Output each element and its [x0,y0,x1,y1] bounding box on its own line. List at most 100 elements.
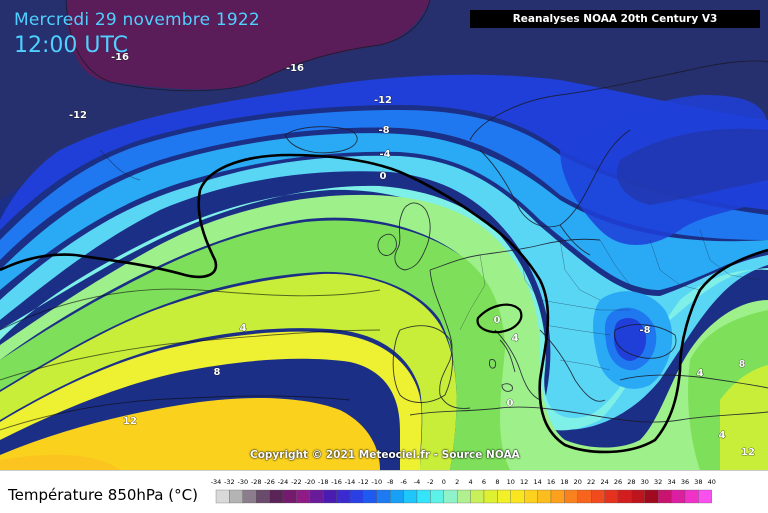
isotherm-labels: -16 -16 -12 -12 -8 -4 0 4 8 12 0 4 0 -8 … [69,52,756,459]
scale-tick-label: 4 [469,478,473,486]
scale-swatch [229,489,243,504]
isotherm-label: -4 [379,149,390,160]
scale-tick-label: 18 [560,478,568,486]
scale-swatch [550,489,565,504]
map-time: 12:00 UTC [14,33,129,58]
scale-swatch [443,489,458,504]
isotherm-label: 0 [380,171,387,182]
scale-swatch [564,489,578,504]
scale-swatch [510,489,525,504]
scale-tick-label: -16 [331,478,342,486]
scale-tick-label: 34 [667,478,675,486]
scale-tick-label: -24 [278,478,289,486]
isotherm-label: 8 [214,367,221,378]
scale-tick-label: -30 [237,478,248,486]
isotherm-label: 8 [739,359,746,370]
scale-tick-label: -26 [264,478,275,486]
scale-swatch [671,489,686,504]
scale-swatch [684,489,699,504]
scale-tick-label: 8 [495,478,499,486]
scale-tick-label: 14 [533,478,541,486]
borders [459,229,761,371]
scale-swatch [296,489,310,504]
isotherm-label: -8 [639,325,650,336]
scale-swatch [430,489,444,504]
scale-tick-label: 20 [574,478,582,486]
isotherm-label: -8 [378,125,389,136]
scale-tick-label: 38 [694,478,702,486]
cold-core-greenland [67,0,430,90]
scale-swatch [349,489,364,504]
scale-tick-label: 10 [507,478,515,486]
scale-tick-label: -2 [427,478,433,486]
isotherm-label: -16 [286,63,304,74]
scale-tick-label: -14 [345,478,356,486]
scale-swatch [644,489,659,504]
source-label: Reanalyses NOAA 20th Century V3 [470,10,760,28]
scale-swatch [282,489,297,504]
scale-tick-label: 28 [627,478,635,486]
scale-swatch [483,489,498,504]
scale-swatch [524,489,538,504]
scale-tick-label: 16 [547,478,555,486]
scale-tick-label: 24 [600,478,608,486]
isotherm-zero-alps [476,303,523,334]
scale-swatch [604,489,619,504]
isotherm-label: -12 [374,95,392,106]
scale-swatch [617,489,632,504]
scale-swatch [416,489,431,504]
scale-swatch [497,489,511,504]
legend-bar: Température 850hPa (°C) -34 -32 -30 -28 -26-… [0,470,768,513]
scale-tick-label: -22 [291,478,302,486]
scale-swatch [376,489,391,504]
scale-swatch [658,489,672,504]
scale-tick-label: -6 [400,478,406,486]
scale-tick-label: -34 [211,478,222,486]
scale-swatch [309,489,324,504]
scale-tick-label: 12 [520,478,528,486]
isotherm-label: 12 [123,416,137,427]
scale-swatch [256,489,270,504]
isotherm-label: 4 [512,333,519,344]
copyright-notice: Copyright © 2021 Meteociel.fr - Source N… [250,449,520,461]
legend-title: Température 850hPa (°C) [8,486,198,504]
scale-tick-label: 32 [654,478,662,486]
coastlines [65,0,768,423]
scale-swatch [457,489,471,504]
isotherm-label: 0 [507,398,514,409]
scale-swatch [591,489,605,504]
scale-tick-label: -28 [251,478,262,486]
scale-tick-label: -10 [371,478,382,486]
scale-tick-label: 22 [587,478,595,486]
isotherm-label: 4 [697,368,704,379]
isotherm-label: 4 [719,430,726,441]
scale-tick-label: -8 [387,478,393,486]
scale-swatch [269,489,284,504]
scale-swatch [390,489,404,504]
scale-tick-label: 6 [482,478,486,486]
scale-tick-label: 0 [442,478,446,486]
scale-swatch [336,489,351,504]
isotherm-label: 12 [741,447,755,458]
scale-swatch [537,489,552,504]
scale-swatch [242,489,257,504]
scale-tick-label: 2 [455,478,459,486]
isotherm-label: -12 [69,110,87,121]
scale-tick-label: -4 [414,478,420,486]
scale-tick-label: 36 [681,478,689,486]
scale-swatch [323,489,337,504]
scale-tick-label: -18 [318,478,329,486]
scale-swatch [698,489,712,504]
map-date: Mercredi 29 novembre 1922 [14,10,260,30]
isotherm-label: 0 [494,315,501,326]
scale-tick-label: -32 [224,478,235,486]
isotherm-zero [0,153,768,454]
scale-swatch [470,489,485,504]
scale-tick-label: 30 [641,478,649,486]
scale-swatch [631,489,645,504]
isotherm-label: -16 [111,52,129,63]
temperature-map: -16 -16 -12 -12 -8 -4 0 4 8 12 0 4 0 -8 … [0,0,768,470]
scale-swatch [215,489,230,504]
scale-tick-label: -20 [304,478,315,486]
scale-swatch [577,489,592,504]
